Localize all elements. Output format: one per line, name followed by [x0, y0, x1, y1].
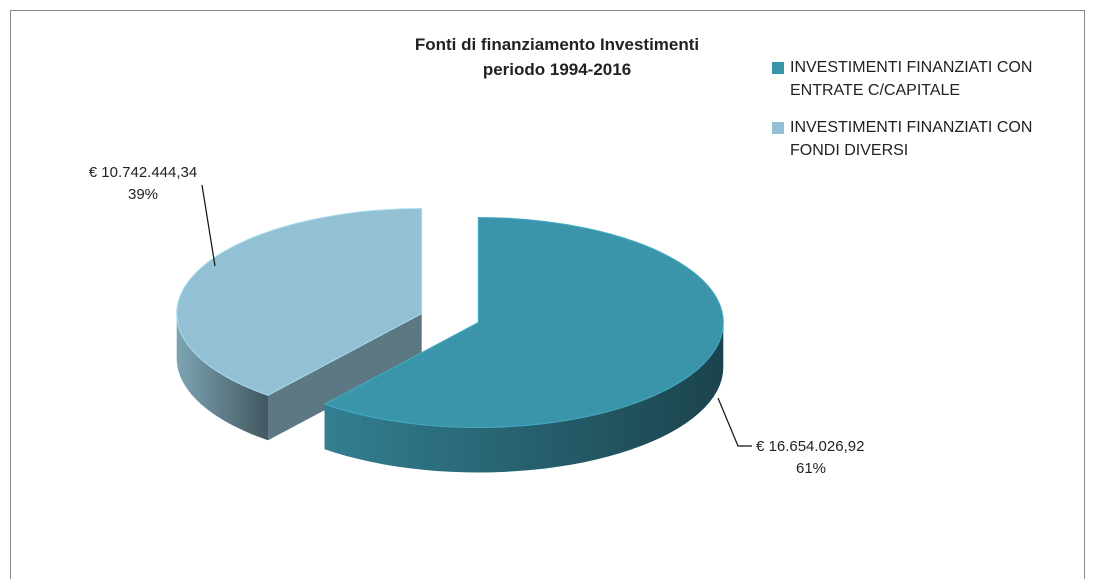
leader-line — [201, 184, 216, 267]
legend-label: INVESTIMENTI FINANZIATI CON FONDI DIVERS… — [790, 119, 1033, 159]
slice-top — [323, 216, 724, 428]
data-label: € 16.654.026,92 — [756, 438, 864, 455]
slice-side — [324, 322, 724, 473]
legend-swatch — [772, 62, 784, 74]
legend-item: INVESTIMENTI FINANZIATI CON FONDI DIVERS… — [770, 116, 1070, 162]
data-label-percent: 39% — [128, 186, 158, 203]
legend-label: INVESTIMENTI FINANZIATI CON ENTRATE C/CA… — [790, 59, 1033, 99]
data-label: € 10.742.444,34 — [89, 164, 197, 181]
legend-item: INVESTIMENTI FINANZIATI CON ENTRATE C/CA… — [770, 56, 1070, 102]
slice-cut-face — [268, 313, 422, 441]
chart-title: periodo 1994-2016 — [483, 60, 631, 79]
slice-side — [176, 313, 269, 441]
legend: INVESTIMENTI FINANZIATI CON ENTRATE C/CA… — [770, 56, 1070, 176]
leader-line — [717, 397, 752, 447]
chart-title: Fonti di finanziamento Investimenti — [415, 35, 699, 54]
legend-swatch — [772, 122, 784, 134]
slice-top — [176, 208, 423, 396]
slice — [176, 208, 423, 441]
data-label-percent: 61% — [796, 460, 826, 477]
slice — [323, 216, 724, 473]
